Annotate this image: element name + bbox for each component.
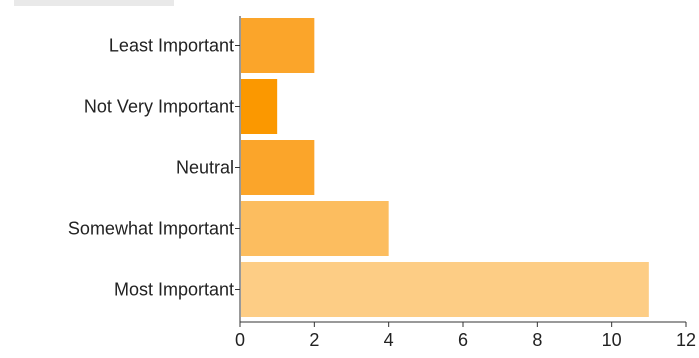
category-label: Not Very Important (84, 97, 234, 117)
category-label: Somewhat Important (68, 219, 234, 239)
y-axis: Least Important Not Very Important Neutral… (68, 16, 241, 322)
category-label: Most Important (114, 280, 234, 300)
x-tick-label: 8 (532, 330, 542, 350)
x-tick-label: 12 (676, 330, 696, 350)
chart-title-fragment (14, 0, 174, 6)
x-tick-label: 6 (458, 330, 468, 350)
bar-somewhat-important (241, 201, 389, 256)
x-tick-label: 4 (384, 330, 394, 350)
bar-most-important (241, 262, 649, 317)
bar-not-very-important (241, 79, 278, 134)
bar-neutral (241, 140, 315, 195)
title-cutoff-strip (14, 0, 174, 6)
bars-group (241, 18, 649, 317)
x-tick-label: 2 (309, 330, 319, 350)
category-label: Neutral (176, 158, 234, 178)
x-tick-label: 10 (602, 330, 622, 350)
x-tick-label: 0 (235, 330, 245, 350)
bar-least-important (241, 18, 315, 73)
category-label: Least Important (109, 36, 234, 56)
x-axis: 0 2 4 6 8 10 12 (235, 321, 696, 350)
